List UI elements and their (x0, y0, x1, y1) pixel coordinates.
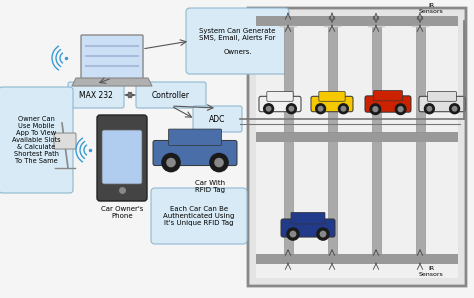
Circle shape (316, 104, 326, 114)
FancyBboxPatch shape (153, 140, 237, 166)
FancyBboxPatch shape (374, 91, 402, 101)
Circle shape (320, 231, 326, 237)
Circle shape (317, 228, 329, 240)
Circle shape (398, 107, 403, 111)
Circle shape (289, 106, 293, 111)
Text: Car With
RFID Tag: Car With RFID Tag (195, 180, 225, 193)
Circle shape (427, 106, 432, 111)
Text: IR
Sensors: IR Sensors (419, 266, 443, 277)
FancyBboxPatch shape (193, 106, 242, 132)
Circle shape (290, 231, 296, 237)
Bar (372, 26, 381, 132)
FancyBboxPatch shape (281, 219, 335, 237)
Circle shape (167, 159, 175, 167)
Circle shape (286, 104, 296, 114)
FancyBboxPatch shape (97, 115, 147, 201)
Text: Controller: Controller (152, 91, 190, 100)
FancyBboxPatch shape (248, 8, 466, 286)
Circle shape (210, 153, 228, 172)
Bar (416, 142, 425, 254)
Bar (328, 142, 337, 254)
FancyBboxPatch shape (186, 8, 289, 74)
Bar (372, 142, 381, 254)
FancyBboxPatch shape (102, 130, 142, 184)
Circle shape (450, 104, 459, 114)
Bar (416, 26, 425, 132)
Text: IR
Sensors: IR Sensors (419, 3, 443, 14)
Text: System Can Generate
SMS, Email, Alerts For

Owners.: System Can Generate SMS, Email, Alerts F… (199, 27, 276, 55)
Bar (284, 142, 293, 254)
Circle shape (395, 104, 406, 114)
Text: Car Owner's
Phone: Car Owner's Phone (101, 206, 143, 219)
Text: Each Car Can Be
Authenticated Using
It's Unique RFID Tag: Each Car Can Be Authenticated Using It's… (164, 206, 235, 226)
FancyBboxPatch shape (68, 82, 124, 108)
FancyBboxPatch shape (428, 91, 456, 101)
FancyBboxPatch shape (291, 212, 325, 224)
Circle shape (370, 104, 381, 114)
FancyBboxPatch shape (319, 91, 345, 101)
Bar (284, 26, 293, 132)
Circle shape (264, 104, 273, 114)
FancyBboxPatch shape (151, 188, 247, 244)
Polygon shape (72, 78, 152, 86)
Circle shape (373, 107, 378, 111)
Bar (328, 26, 337, 132)
Circle shape (215, 159, 223, 167)
Circle shape (341, 106, 346, 111)
FancyBboxPatch shape (267, 91, 293, 101)
FancyBboxPatch shape (81, 35, 143, 79)
Bar (256, 16, 458, 278)
Bar (256, 132, 458, 142)
FancyBboxPatch shape (365, 96, 411, 112)
Circle shape (452, 106, 457, 111)
FancyBboxPatch shape (259, 96, 301, 112)
Circle shape (424, 104, 434, 114)
FancyBboxPatch shape (419, 96, 465, 112)
Bar (256, 16, 458, 26)
FancyBboxPatch shape (0, 87, 73, 193)
Bar (256, 254, 458, 264)
Circle shape (319, 106, 323, 111)
FancyBboxPatch shape (168, 129, 222, 145)
Text: MAX 232: MAX 232 (79, 91, 113, 100)
Circle shape (266, 106, 271, 111)
Circle shape (162, 153, 180, 172)
Circle shape (338, 104, 348, 114)
Text: Owner Can
Use Mobile
App To View
Available Slots
& Calculate
Shortest Path
To Th: Owner Can Use Mobile App To View Availab… (12, 116, 60, 164)
FancyBboxPatch shape (136, 82, 206, 108)
Circle shape (287, 228, 299, 240)
FancyBboxPatch shape (311, 96, 353, 112)
Text: ADC: ADC (210, 114, 226, 123)
FancyBboxPatch shape (54, 133, 76, 149)
